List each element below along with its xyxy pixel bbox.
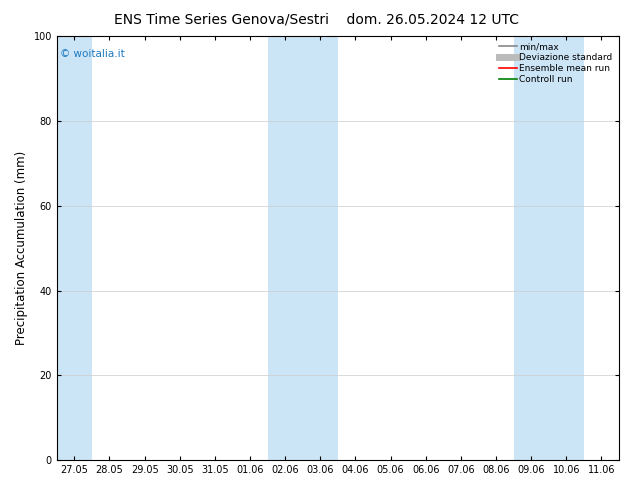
Bar xyxy=(268,36,338,460)
Bar xyxy=(514,36,584,460)
Text: © woitalia.it: © woitalia.it xyxy=(60,49,124,59)
Bar xyxy=(57,36,92,460)
Legend: min/max, Deviazione standard, Ensemble mean run, Controll run: min/max, Deviazione standard, Ensemble m… xyxy=(497,41,614,86)
Text: ENS Time Series Genova/Sestri    dom. 26.05.2024 12 UTC: ENS Time Series Genova/Sestri dom. 26.05… xyxy=(115,12,519,26)
Y-axis label: Precipitation Accumulation (mm): Precipitation Accumulation (mm) xyxy=(15,151,28,345)
